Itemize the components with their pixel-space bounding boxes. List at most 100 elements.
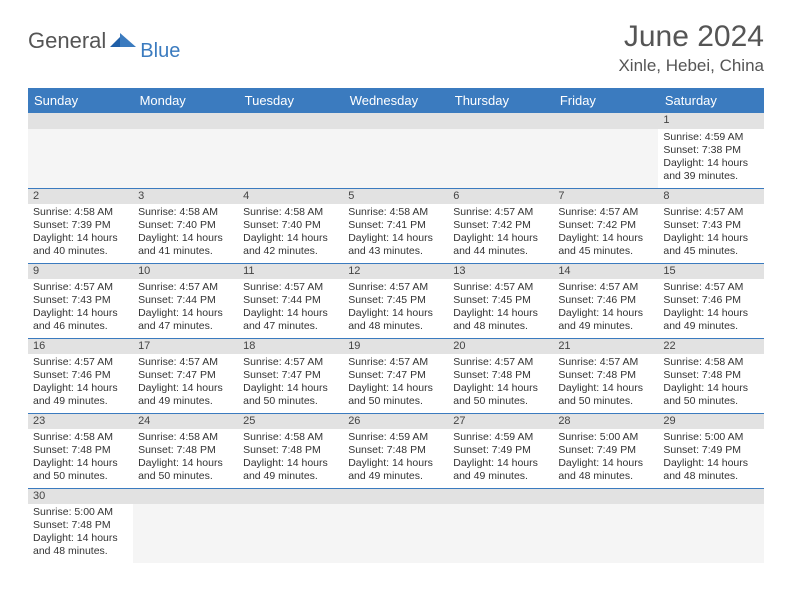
weekday-monday: Monday — [133, 88, 238, 113]
day-cell: Sunrise: 4:58 AMSunset: 7:41 PMDaylight:… — [343, 204, 448, 263]
day-content-row: Sunrise: 4:57 AMSunset: 7:43 PMDaylight:… — [28, 279, 764, 338]
day-number: 24 — [133, 413, 238, 429]
day-cell: Sunrise: 4:57 AMSunset: 7:47 PMDaylight:… — [238, 354, 343, 413]
sunset-line: Sunset: 7:41 PM — [348, 219, 443, 232]
day-cell — [343, 129, 448, 188]
day-number — [448, 113, 553, 129]
daylight-line: Daylight: 14 hours and 50 minutes. — [453, 382, 548, 408]
day-cell — [553, 129, 658, 188]
daylight-line: Daylight: 14 hours and 50 minutes. — [558, 382, 653, 408]
day-number: 1 — [658, 113, 763, 129]
page-title: June 2024 — [618, 20, 764, 54]
sunset-line: Sunset: 7:46 PM — [663, 294, 758, 307]
day-cell — [28, 129, 133, 188]
weekday-saturday: Saturday — [658, 88, 763, 113]
day-number — [238, 488, 343, 504]
sunrise-line: Sunrise: 5:00 AM — [663, 431, 758, 444]
day-cell: Sunrise: 4:59 AMSunset: 7:48 PMDaylight:… — [343, 429, 448, 488]
day-number: 13 — [448, 263, 553, 279]
sunrise-line: Sunrise: 4:57 AM — [348, 356, 443, 369]
weekday-tuesday: Tuesday — [238, 88, 343, 113]
location-text: Xinle, Hebei, China — [618, 56, 764, 76]
daylight-line: Daylight: 14 hours and 48 minutes. — [33, 532, 128, 558]
daynum-row: 30 — [28, 488, 764, 504]
day-cell — [553, 504, 658, 563]
daylight-line: Daylight: 14 hours and 50 minutes. — [243, 382, 338, 408]
day-cell: Sunrise: 4:58 AMSunset: 7:48 PMDaylight:… — [238, 429, 343, 488]
daylight-line: Daylight: 14 hours and 45 minutes. — [558, 232, 653, 258]
daynum-row: 9101112131415 — [28, 263, 764, 279]
weekday-sunday: Sunday — [28, 88, 133, 113]
sunset-line: Sunset: 7:42 PM — [558, 219, 653, 232]
sunset-line: Sunset: 7:48 PM — [663, 369, 758, 382]
sunset-line: Sunset: 7:49 PM — [453, 444, 548, 457]
day-cell: Sunrise: 4:57 AMSunset: 7:47 PMDaylight:… — [343, 354, 448, 413]
title-block: June 2024 Xinle, Hebei, China — [618, 20, 764, 76]
day-cell: Sunrise: 4:59 AMSunset: 7:49 PMDaylight:… — [448, 429, 553, 488]
daylight-line: Daylight: 14 hours and 48 minutes. — [558, 457, 653, 483]
sunset-line: Sunset: 7:48 PM — [243, 444, 338, 457]
sunrise-line: Sunrise: 4:58 AM — [33, 431, 128, 444]
sunset-line: Sunset: 7:49 PM — [558, 444, 653, 457]
day-cell: Sunrise: 4:58 AMSunset: 7:40 PMDaylight:… — [238, 204, 343, 263]
sunset-line: Sunset: 7:38 PM — [663, 144, 758, 157]
day-number: 10 — [133, 263, 238, 279]
daylight-line: Daylight: 14 hours and 49 minutes. — [138, 382, 233, 408]
day-number: 8 — [658, 188, 763, 204]
day-number: 18 — [238, 338, 343, 354]
sunset-line: Sunset: 7:44 PM — [138, 294, 233, 307]
sunrise-line: Sunrise: 4:59 AM — [453, 431, 548, 444]
sunset-line: Sunset: 7:47 PM — [138, 369, 233, 382]
day-number: 21 — [553, 338, 658, 354]
daynum-row: 16171819202122 — [28, 338, 764, 354]
day-number — [238, 113, 343, 129]
day-number — [133, 113, 238, 129]
day-content-row: Sunrise: 4:58 AMSunset: 7:39 PMDaylight:… — [28, 204, 764, 263]
sunrise-line: Sunrise: 4:57 AM — [558, 206, 653, 219]
daylight-line: Daylight: 14 hours and 41 minutes. — [138, 232, 233, 258]
sunset-line: Sunset: 7:48 PM — [453, 369, 548, 382]
sunset-line: Sunset: 7:49 PM — [663, 444, 758, 457]
daylight-line: Daylight: 14 hours and 46 minutes. — [33, 307, 128, 333]
sunset-line: Sunset: 7:40 PM — [138, 219, 233, 232]
daynum-row: 1 — [28, 113, 764, 129]
daylight-line: Daylight: 14 hours and 50 minutes. — [33, 457, 128, 483]
day-cell: Sunrise: 4:57 AMSunset: 7:45 PMDaylight:… — [343, 279, 448, 338]
day-number: 22 — [658, 338, 763, 354]
sunset-line: Sunset: 7:47 PM — [243, 369, 338, 382]
day-number — [448, 488, 553, 504]
day-cell: Sunrise: 4:58 AMSunset: 7:48 PMDaylight:… — [28, 429, 133, 488]
sunset-line: Sunset: 7:48 PM — [348, 444, 443, 457]
day-number — [343, 488, 448, 504]
daylight-line: Daylight: 14 hours and 44 minutes. — [453, 232, 548, 258]
daylight-line: Daylight: 14 hours and 45 minutes. — [663, 232, 758, 258]
sunrise-line: Sunrise: 4:57 AM — [348, 281, 443, 294]
logo-text: General — [28, 28, 106, 54]
sunrise-line: Sunrise: 4:58 AM — [138, 206, 233, 219]
day-number: 30 — [28, 488, 133, 504]
sunset-line: Sunset: 7:43 PM — [663, 219, 758, 232]
sunrise-line: Sunrise: 4:57 AM — [243, 281, 338, 294]
sunrise-line: Sunrise: 4:57 AM — [138, 281, 233, 294]
header: General Blue June 2024 Xinle, Hebei, Chi… — [28, 20, 764, 76]
day-cell: Sunrise: 5:00 AMSunset: 7:48 PMDaylight:… — [28, 504, 133, 563]
sunrise-line: Sunrise: 4:58 AM — [33, 206, 128, 219]
weekday-friday: Friday — [553, 88, 658, 113]
daylight-line: Daylight: 14 hours and 49 minutes. — [558, 307, 653, 333]
day-number: 2 — [28, 188, 133, 204]
sunset-line: Sunset: 7:46 PM — [33, 369, 128, 382]
day-cell: Sunrise: 4:57 AMSunset: 7:42 PMDaylight:… — [553, 204, 658, 263]
day-cell: Sunrise: 4:57 AMSunset: 7:45 PMDaylight:… — [448, 279, 553, 338]
sunset-line: Sunset: 7:48 PM — [558, 369, 653, 382]
day-number — [553, 113, 658, 129]
sunset-line: Sunset: 7:43 PM — [33, 294, 128, 307]
daylight-line: Daylight: 14 hours and 48 minutes. — [453, 307, 548, 333]
sunset-line: Sunset: 7:47 PM — [348, 369, 443, 382]
day-number — [553, 488, 658, 504]
sunset-line: Sunset: 7:40 PM — [243, 219, 338, 232]
day-number: 27 — [448, 413, 553, 429]
day-number: 16 — [28, 338, 133, 354]
sunrise-line: Sunrise: 5:00 AM — [33, 506, 128, 519]
day-number: 15 — [658, 263, 763, 279]
daylight-line: Daylight: 14 hours and 49 minutes. — [348, 457, 443, 483]
